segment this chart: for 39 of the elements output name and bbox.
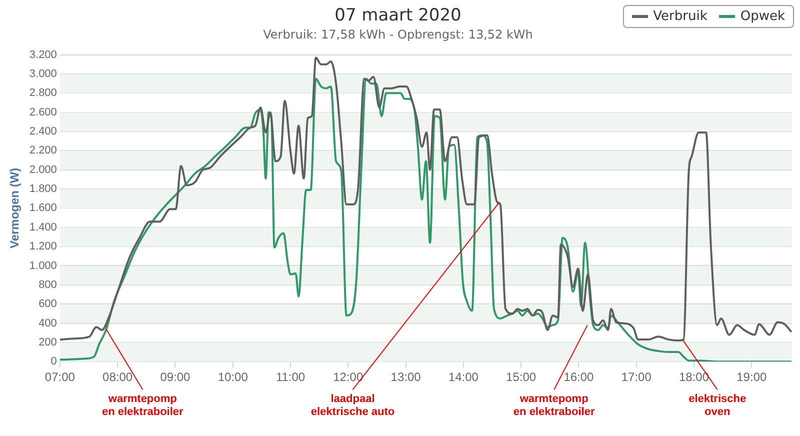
annotation: laadpaal elektrische auto	[310, 393, 395, 418]
x-tick-label: 09:00	[160, 370, 191, 384]
x-tick-label: 14:00	[448, 370, 479, 384]
y-tick-label: 2.200	[29, 144, 57, 157]
y-tick-label: 1.000	[29, 260, 57, 272]
y-tick-label: 400	[38, 317, 57, 330]
y-tick-label: 2.800	[29, 87, 57, 100]
y-tick-label: 1.200	[29, 240, 57, 253]
x-tick-label: 16:00	[564, 370, 594, 384]
y-tick-label: 3.000	[29, 68, 57, 80]
y-axis-title: Vermogen (W)	[8, 168, 22, 249]
x-tick-label: 13:00	[390, 370, 422, 384]
x-tick-label: 19:00	[736, 370, 767, 384]
y-tick-label: 2.400	[29, 126, 57, 138]
y-tick-label: 200	[38, 336, 57, 348]
x-tick-label: 07:00	[44, 370, 76, 384]
y-tick-label: 600	[38, 298, 57, 310]
chart-title: 07 maart 2020	[334, 6, 462, 26]
x-tick-label: 15:00	[506, 370, 536, 384]
y-tick-label: 2.600	[29, 106, 57, 118]
y-tick-label: 2.000	[29, 164, 57, 176]
x-tick-label: 08:00	[102, 370, 133, 384]
x-tick-label: 17:00	[621, 370, 652, 384]
y-tick-label: 1.800	[29, 183, 57, 196]
legend-label: Verbruik	[653, 9, 708, 24]
y-tick-label: 800	[38, 278, 57, 291]
x-tick-label: 18:00	[678, 370, 710, 384]
annotation: warmtepomp en elektraboiler	[102, 393, 184, 418]
x-tick-label: 11:00	[276, 370, 306, 384]
legend-label: Opwek	[740, 9, 785, 24]
y-tick-label: 1.600	[29, 202, 57, 214]
annotation: elektrische oven	[688, 393, 746, 418]
x-tick-label: 12:00	[333, 370, 364, 384]
y-tick-label: 3.200	[29, 48, 57, 61]
annotation: warmtepomp en elektraboiler	[513, 393, 596, 418]
y-tick-label: 1.400	[29, 221, 57, 234]
chart-subtitle: Verbruik: 17,58 kWh - Opbrengst: 13,52 kWh	[263, 28, 533, 42]
x-tick-label: 10:00	[218, 370, 248, 384]
y-tick-label: 0	[50, 356, 57, 368]
